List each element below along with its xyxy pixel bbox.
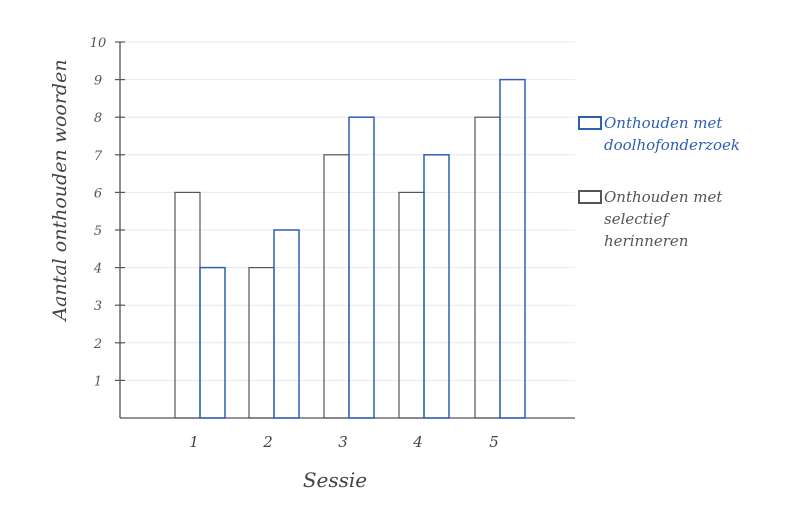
legend-swatch-gray: [578, 190, 602, 204]
legend-label-selectief-herinneren: Onthouden met selectief herinneren: [604, 188, 723, 250]
y-ticks: 1 2 3 4 5 6 7 8 9 10: [90, 36, 125, 389]
y-tick-label-8: 8: [94, 111, 102, 126]
x-axis-label: Sessie: [303, 468, 367, 492]
x-ticks: 1 2 3 4 5: [189, 433, 499, 451]
y-tick-label-7: 7: [94, 149, 103, 164]
y-tick-label-10: 10: [90, 36, 107, 51]
bar-series-2-sessie-1: [199, 266, 226, 419]
bars: [174, 78, 526, 419]
bar-series-2-sessie-3: [348, 116, 375, 419]
y-tick-label-5: 5: [94, 224, 102, 239]
y-axis-label: Aantal onthouden woorden: [49, 59, 71, 322]
y-tick-label-3: 3: [94, 299, 102, 314]
bar-series-2-sessie-2: [273, 229, 300, 419]
y-tick-label-4: 4: [93, 262, 102, 277]
bar-series-1-sessie-3: [323, 154, 350, 419]
bar-series-2-sessie-5: [499, 78, 526, 419]
gridlines: [120, 41, 575, 381]
y-tick-label-1: 1: [94, 374, 102, 389]
x-tick-label-1: 1: [189, 433, 199, 451]
x-tick-label-2: 2: [262, 433, 273, 451]
x-tick-label-3: 3: [338, 433, 348, 451]
bar-series-2-sessie-4: [423, 154, 450, 419]
x-tick-label-4: 4: [412, 433, 423, 451]
y-tick-label-2: 2: [93, 337, 102, 352]
y-tick-label-9: 9: [94, 74, 102, 89]
x-tick-label-5: 5: [489, 433, 499, 451]
legend-swatch-blue: [578, 116, 602, 130]
legend-label-doolhofonderzoek: Onthouden met doolhofonderzoek: [604, 114, 740, 154]
y-tick-label-6: 6: [94, 186, 102, 201]
